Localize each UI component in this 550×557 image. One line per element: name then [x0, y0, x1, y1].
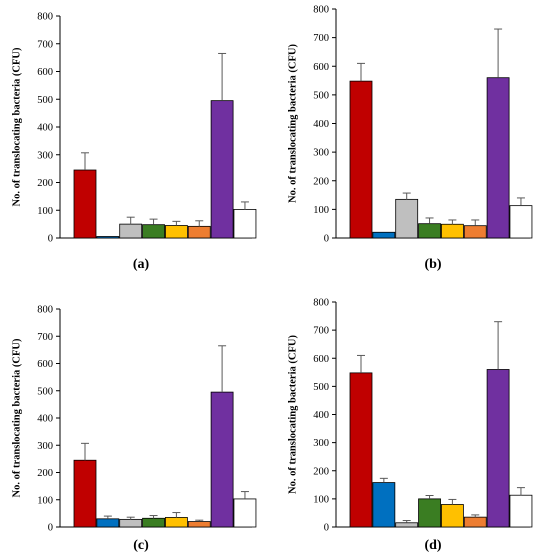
y-tick-label: 0	[324, 234, 329, 245]
bar-1	[349, 80, 373, 239]
y-tick-label: 500	[37, 95, 53, 106]
y-axis-title: No. of translocating bacteria (CFU)	[12, 338, 23, 497]
y-tick-label: 400	[313, 410, 329, 421]
y-tick-label: 300	[37, 150, 53, 161]
bar-4	[142, 517, 165, 528]
bar-7	[486, 369, 510, 528]
bar-5	[164, 517, 188, 528]
bar-2	[372, 231, 396, 239]
bar-4	[418, 223, 441, 239]
y-tick-label: 0	[324, 523, 329, 534]
y-tick-label: 800	[313, 5, 329, 16]
chart-panel-1: 0 100 200 300 400 500 600 700 800 No. of transloc…	[12, 12, 257, 272]
bar-8	[233, 209, 257, 239]
y-tick-label: 0	[48, 523, 53, 534]
bar-4	[418, 498, 441, 528]
bar-5	[440, 504, 464, 528]
y-tick-label: 100	[313, 494, 329, 505]
y-tick-label: 700	[37, 332, 53, 343]
y-tick-label: 300	[313, 148, 329, 159]
y-tick-label: 500	[37, 386, 53, 397]
bar-7	[210, 391, 234, 528]
chart-panel-4: 0 100 200 300 400 500 600 700 800 No. of transloc…	[288, 298, 533, 553]
panel-label: (b)	[424, 257, 441, 272]
y-axis-title: No. of translocating bacteria (CFU)	[288, 335, 299, 494]
bar-6	[463, 225, 487, 239]
panel-label: (a)	[133, 257, 150, 272]
bar-5	[164, 225, 188, 239]
bar-1	[73, 169, 97, 239]
y-tick-label: 800	[37, 12, 53, 23]
bar-7	[486, 77, 510, 239]
panel-label: (c)	[133, 538, 149, 553]
bar-8	[509, 494, 533, 528]
y-tick-label: 300	[313, 438, 329, 449]
y-tick-label: 600	[37, 67, 53, 78]
y-tick-label: 0	[48, 234, 53, 245]
chart-panel-3: 0 100 200 300 400 500 600 700 800 No. of transloc…	[12, 305, 257, 553]
bar-6	[187, 521, 211, 528]
bar-3	[395, 198, 419, 239]
bar-4	[142, 224, 165, 239]
bar-5	[440, 223, 464, 239]
y-tick-label: 500	[313, 382, 329, 393]
y-tick-label: 600	[313, 354, 329, 365]
y-tick-label: 400	[37, 123, 53, 134]
y-tick-label: 700	[313, 326, 329, 337]
y-tick-label: 400	[37, 414, 53, 425]
y-tick-label: 800	[313, 298, 329, 309]
y-tick-label: 600	[313, 62, 329, 73]
y-axis-title: No. of translocating bacteria (CFU)	[288, 44, 299, 203]
bar-2	[96, 236, 120, 239]
bar-8	[233, 498, 257, 528]
bar-8	[509, 205, 533, 239]
y-tick-label: 200	[313, 466, 329, 477]
y-tick-label: 200	[37, 468, 53, 479]
y-tick-label: 200	[313, 176, 329, 187]
y-tick-label: 800	[37, 305, 53, 316]
chart-panel-2: 0 100 200 300 400 500 600 700 800 No. of transloc…	[288, 5, 533, 272]
bar-1	[349, 372, 373, 528]
panel-label: (d)	[424, 538, 441, 553]
y-tick-label: 200	[37, 178, 53, 189]
y-tick-label: 400	[313, 119, 329, 130]
bar-7	[210, 100, 234, 239]
bar-3	[395, 522, 419, 528]
bar-2	[96, 518, 120, 528]
y-tick-label: 100	[313, 205, 329, 216]
bar-3	[119, 518, 143, 528]
bar-6	[187, 225, 211, 239]
y-tick-label: 500	[313, 90, 329, 101]
y-tick-label: 700	[37, 39, 53, 50]
bar-1	[73, 459, 97, 528]
y-tick-label: 600	[37, 359, 53, 370]
y-tick-label: 100	[37, 495, 53, 506]
y-tick-label: 300	[37, 441, 53, 452]
y-tick-label: 100	[37, 206, 53, 217]
bar-6	[463, 516, 487, 528]
bar-2	[372, 482, 396, 528]
y-tick-label: 700	[313, 33, 329, 44]
bar-3	[119, 223, 143, 239]
y-axis-title: No. of translocating bacteria (CFU)	[12, 47, 23, 206]
